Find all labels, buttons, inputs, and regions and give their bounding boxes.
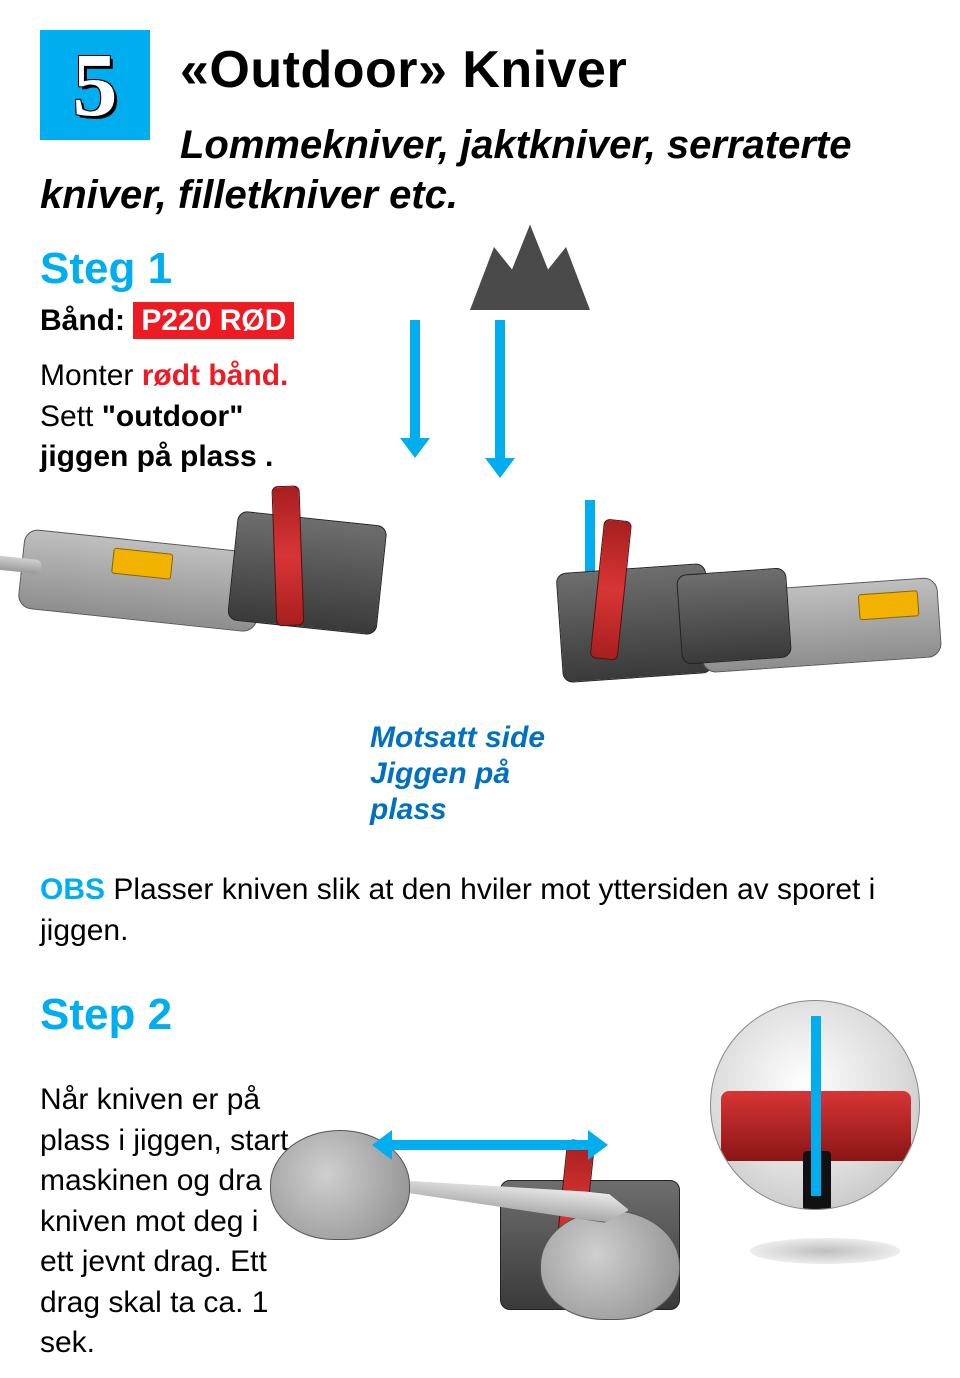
assembly-diagram <box>260 300 940 780</box>
step-number-badge: 5 <box>40 30 150 140</box>
pull-knife-diagram <box>300 1060 700 1360</box>
mid-caption: Motsatt side Jiggen på plass <box>370 720 545 828</box>
step2-heading: Step 2 <box>40 990 172 1040</box>
mount-line3: jiggen på plass . <box>40 440 273 473</box>
obs-note: OBS Plasser kniven slik at den hviler mo… <box>40 870 920 951</box>
arrow-down-icon <box>495 320 505 460</box>
cutaway-circle <box>710 1000 920 1210</box>
mid-caption-line1: Motsatt side <box>370 721 545 754</box>
mount-pre: Monter <box>40 359 142 392</box>
blade-line-icon <box>811 1016 821 1196</box>
sharpener-right <box>554 527 946 733</box>
title-row: «Outdoor» Kniver <box>180 30 920 100</box>
obs-label: OBS <box>40 873 105 906</box>
jig-piece-icon <box>470 220 590 310</box>
mid-caption-line2: Jiggen på <box>370 757 510 790</box>
subtitle-line2: kniver, filletkniver etc. <box>40 173 458 217</box>
arrow-horizontal-icon <box>390 1140 590 1150</box>
subtitle: Lommekniver, jaktkniver, serraterte kniv… <box>40 120 920 220</box>
mount-line2a: Sett <box>40 400 102 433</box>
hand-icon <box>540 1210 680 1320</box>
cross-section-diagram <box>710 1000 940 1260</box>
subtitle-line1: Lommekniver, jaktkniver, serraterte <box>180 123 851 167</box>
brand-label-icon <box>858 590 920 620</box>
step-number: 5 <box>73 34 118 137</box>
mid-caption-line3: plass <box>370 793 447 826</box>
mount-line2b: "outdoor" <box>102 400 244 433</box>
step2-text: Når kniven er på plass i jiggen, start m… <box>40 1080 300 1364</box>
band-label: Bånd: <box>40 304 125 337</box>
page-title: «Outdoor» Kniver <box>180 40 920 100</box>
obs-body: Plasser kniven slik at den hviler mot yt… <box>40 873 875 947</box>
page: 5 «Outdoor» Kniver Lommekniver, jaktkniv… <box>0 0 960 508</box>
shadow-icon <box>750 1238 900 1264</box>
arrow-down-icon <box>410 320 420 440</box>
sharpener-left <box>12 479 449 702</box>
